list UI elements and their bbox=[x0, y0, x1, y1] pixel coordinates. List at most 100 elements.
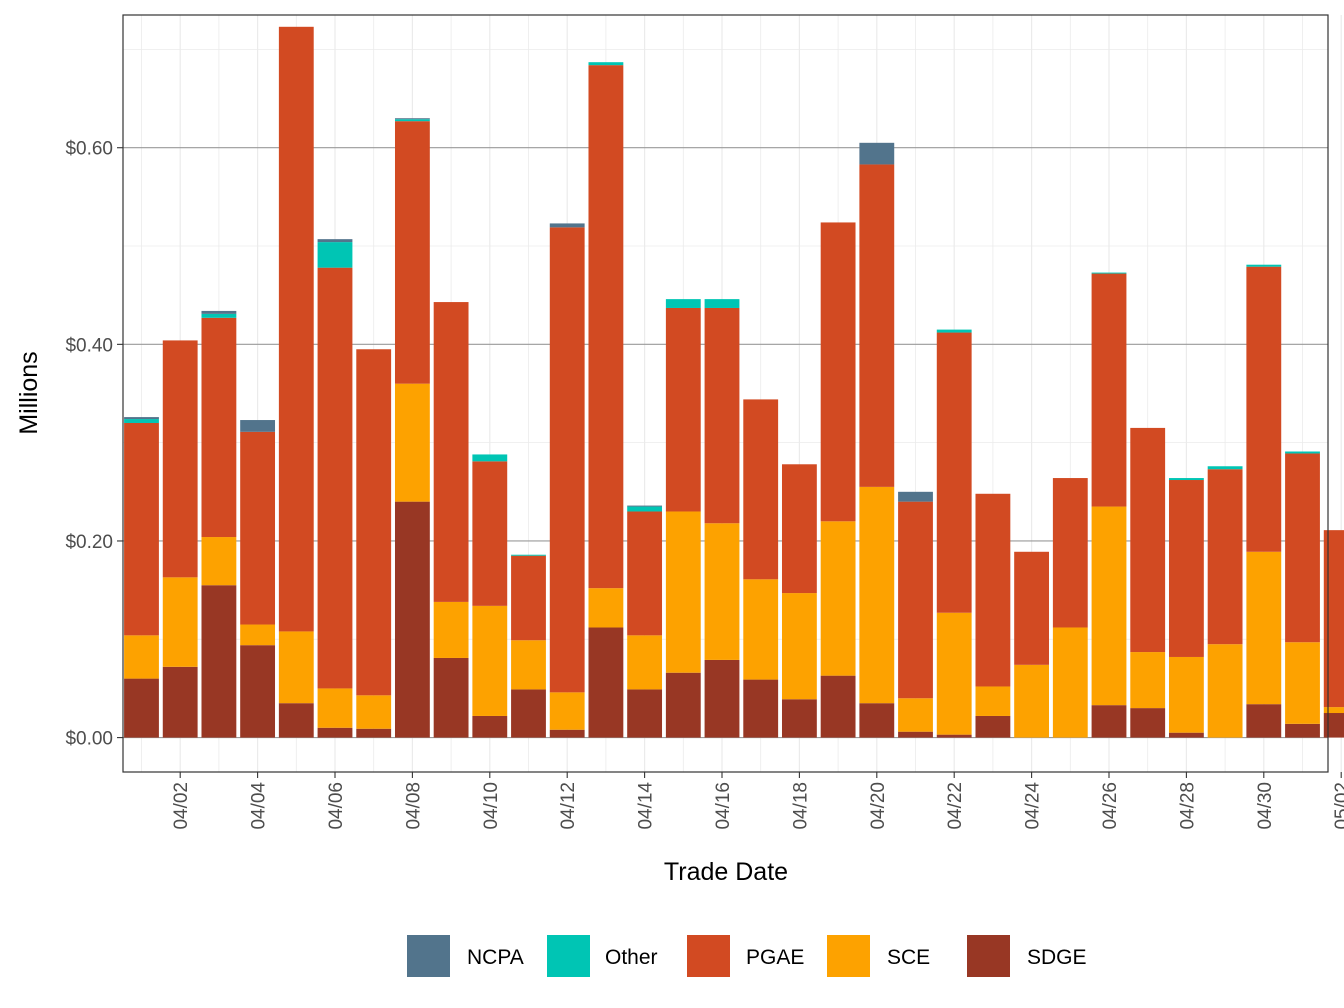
y-tick-label: $0.20 bbox=[65, 532, 113, 553]
bar-other-04-10 bbox=[472, 454, 508, 462]
bar-pgae-04-26 bbox=[1091, 273, 1127, 507]
bar-sce-04-18 bbox=[781, 593, 817, 700]
bar-sdge-04-06 bbox=[317, 727, 353, 738]
bar-pgae-04-02 bbox=[162, 340, 198, 578]
x-tick-label: 04/24 bbox=[1023, 782, 1044, 830]
bar-sce-04-21 bbox=[898, 698, 933, 732]
x-tick-label: 04/04 bbox=[249, 782, 270, 830]
bar-sce-04-05 bbox=[278, 631, 314, 704]
bar-sdge-04-19 bbox=[820, 675, 856, 738]
legend-key-sce bbox=[827, 935, 870, 977]
bar-pgae-04-03 bbox=[201, 317, 237, 538]
bar-other-04-30 bbox=[1246, 264, 1282, 267]
bar-sce-04-17 bbox=[743, 579, 779, 680]
bar-pgae-04-06 bbox=[317, 267, 353, 689]
y-axis-title: Millions bbox=[15, 351, 43, 434]
y-tick-label: $0.00 bbox=[65, 729, 113, 750]
bar-sce-04-09 bbox=[433, 601, 469, 658]
bar-ncpa-04-06 bbox=[317, 239, 353, 243]
bar-pgae-04-10 bbox=[472, 461, 508, 606]
bar-pgae-04-27 bbox=[1130, 427, 1166, 653]
legend-label-ncpa: NCPA bbox=[467, 946, 524, 969]
bar-pgae-04-12 bbox=[549, 227, 585, 693]
bar-pgae-04-22 bbox=[936, 332, 972, 613]
bar-other-04-08 bbox=[394, 119, 430, 122]
x-tick-label: 04/28 bbox=[1177, 782, 1198, 830]
bar-sdge-04-01 bbox=[124, 678, 159, 738]
x-tick-label: 04/08 bbox=[403, 782, 424, 830]
bar-sdge-04-15 bbox=[665, 672, 701, 738]
bar-ncpa-04-14 bbox=[627, 505, 663, 507]
bar-sce-04-15 bbox=[665, 511, 701, 673]
bar-sdge-04-02 bbox=[162, 666, 198, 738]
bar-other-04-03 bbox=[201, 313, 237, 318]
bar-other-04-14 bbox=[627, 506, 663, 512]
bar-pgae-04-25 bbox=[1052, 478, 1088, 628]
bar-ncpa-04-03 bbox=[201, 310, 237, 314]
bar-sce-04-26 bbox=[1091, 506, 1127, 706]
bar-pgae-04-09 bbox=[433, 302, 469, 602]
x-tick-label: 05/02 bbox=[1332, 782, 1344, 830]
bar-ncpa-04-04 bbox=[240, 420, 276, 432]
x-tick-label: 04/12 bbox=[558, 782, 579, 830]
bar-pgae-04-16 bbox=[704, 307, 740, 524]
bar-sdge-05-01 bbox=[1285, 723, 1320, 738]
bar-pgae-04-18 bbox=[781, 464, 817, 594]
bar-sce-04-24 bbox=[1014, 664, 1050, 738]
bar-pgae-04-15 bbox=[665, 307, 701, 512]
bar-other-04-29 bbox=[1207, 466, 1243, 470]
x-tick-label: 04/26 bbox=[1100, 782, 1121, 830]
bar-sce-04-19 bbox=[820, 521, 856, 676]
bar-sdge-04-04 bbox=[240, 645, 276, 738]
bar-pgae-04-29 bbox=[1207, 469, 1243, 645]
bar-pgae-05-02 bbox=[1323, 530, 1344, 708]
legend-label-sdge: SDGE bbox=[1027, 946, 1087, 969]
bar-pgae-04-14 bbox=[627, 511, 663, 636]
bar-other-04-22 bbox=[936, 329, 972, 333]
bar-sce-04-06 bbox=[317, 688, 353, 728]
bar-sdge-05-02 bbox=[1323, 713, 1344, 738]
bar-sce-04-12 bbox=[549, 692, 585, 730]
bar-sdge-04-12 bbox=[549, 729, 585, 738]
bar-sce-04-07 bbox=[356, 695, 392, 729]
bar-sce-04-25 bbox=[1052, 627, 1088, 738]
x-axis: 04/02 04/04 04/06 04/08 04/10 04/12 04/14 04/16… bbox=[171, 772, 1344, 830]
bar-sce-04-20 bbox=[859, 486, 895, 704]
bar-ncpa-04-01 bbox=[124, 417, 159, 420]
legend-key-pgae bbox=[687, 935, 730, 977]
bar-pgae-04-07 bbox=[356, 349, 392, 696]
y-tick-label: $0.60 bbox=[65, 139, 113, 160]
legend-key-ncpa bbox=[407, 935, 450, 977]
bar-pgae-05-01 bbox=[1285, 453, 1320, 643]
bar-sdge-04-17 bbox=[743, 679, 779, 738]
legend-key-sdge bbox=[967, 935, 1010, 977]
bar-sdge-04-23 bbox=[975, 715, 1011, 738]
bar-sce-04-14 bbox=[627, 635, 663, 690]
x-tick-label: 04/02 bbox=[171, 782, 192, 830]
x-axis-title: Trade Date bbox=[664, 858, 788, 886]
bar-sdge-04-11 bbox=[511, 689, 546, 738]
bar-sce-04-04 bbox=[240, 624, 276, 646]
bar-other-04-06 bbox=[317, 242, 353, 268]
bar-sce-04-16 bbox=[704, 523, 740, 660]
bar-sdge-04-03 bbox=[201, 585, 237, 738]
bar-sdge-04-05 bbox=[278, 703, 314, 738]
bar-pgae-04-01 bbox=[124, 422, 159, 636]
bar-sdge-04-09 bbox=[433, 657, 469, 738]
bar-sdge-04-14 bbox=[627, 689, 663, 738]
y-tick-label: $0.40 bbox=[65, 335, 113, 356]
x-tick-label: 04/22 bbox=[945, 782, 966, 830]
bar-sce-04-23 bbox=[975, 686, 1011, 716]
bar-sce-04-01 bbox=[124, 635, 159, 679]
bar-other-04-16 bbox=[704, 299, 740, 308]
bar-other-04-26 bbox=[1091, 272, 1127, 274]
legend-key-other bbox=[547, 935, 590, 977]
x-tick-label: 04/06 bbox=[326, 782, 347, 830]
bar-pgae-04-24 bbox=[1014, 551, 1050, 665]
bar-sdge-04-27 bbox=[1130, 708, 1166, 738]
bar-pgae-04-08 bbox=[394, 121, 430, 384]
bar-sdge-04-20 bbox=[859, 703, 895, 738]
bar-sce-04-03 bbox=[201, 537, 237, 586]
legend: NCPA Other PGAE SCE SDGE bbox=[407, 935, 1087, 977]
bar-sce-04-28 bbox=[1168, 656, 1204, 733]
